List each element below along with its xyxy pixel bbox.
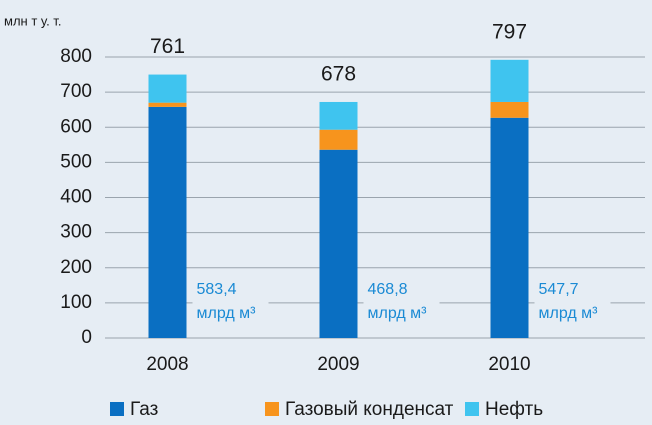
- y-tick-label: 800: [60, 46, 92, 67]
- x-tick-label: 2009: [317, 354, 359, 375]
- bar-segment: [319, 149, 358, 338]
- y-tick-label: 700: [60, 81, 92, 102]
- y-tick-label: 200: [60, 257, 92, 278]
- bar-segment: [148, 102, 187, 107]
- y-tick-label: 300: [60, 222, 92, 243]
- legend-label: Газ: [130, 399, 158, 420]
- gas-volume-unit: млрд м³: [368, 305, 428, 322]
- x-tick-label: 2010: [488, 354, 530, 375]
- legend-label: Нефть: [485, 399, 543, 420]
- label-bg: [534, 278, 611, 326]
- gas-volume-label: 468,8: [368, 281, 408, 298]
- x-tick-label: 2008: [146, 354, 188, 375]
- gas-volume-unit: млрд м³: [539, 305, 599, 322]
- bar-segment: [490, 117, 529, 338]
- total-label: 761: [150, 35, 185, 58]
- bar-segment: [148, 74, 187, 103]
- bar-segment: [490, 101, 529, 118]
- legend-label: Газовый конденсат: [285, 399, 454, 420]
- total-label: 678: [321, 63, 356, 86]
- bar-segment: [148, 106, 187, 338]
- bar-segment: [319, 101, 358, 130]
- bar-segment: [490, 59, 529, 102]
- y-tick-label: 500: [60, 151, 92, 172]
- legend-swatch: [110, 402, 124, 416]
- y-tick-label: 0: [81, 327, 92, 348]
- label-bg: [192, 278, 269, 326]
- label-bg: [363, 278, 440, 326]
- gas-volume-label: 547,7: [539, 281, 579, 298]
- y-tick-label: 400: [60, 187, 92, 208]
- legend-swatch: [465, 402, 479, 416]
- gas-volume-label: 583,4: [197, 281, 237, 298]
- bar-segment: [319, 129, 358, 150]
- legend-swatch: [265, 402, 279, 416]
- y-tick-label: 600: [60, 116, 92, 137]
- total-label: 797: [492, 20, 527, 43]
- y-axis-label: млн т у. т.: [4, 13, 61, 28]
- gas-volume-unit: млрд м³: [197, 305, 257, 322]
- y-tick-label: 100: [60, 292, 92, 313]
